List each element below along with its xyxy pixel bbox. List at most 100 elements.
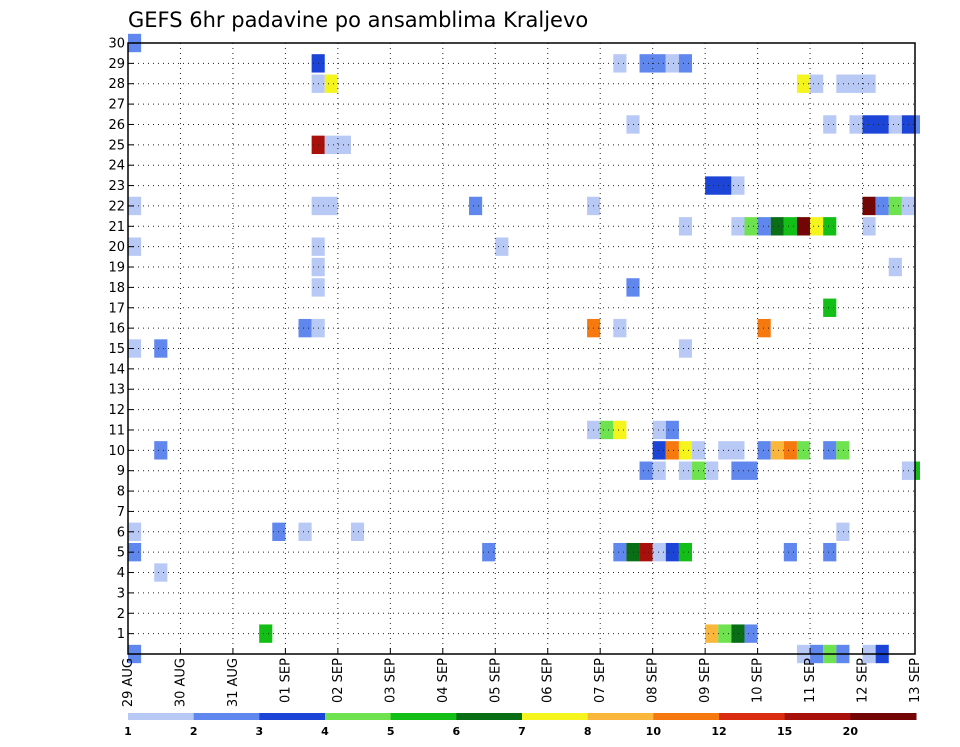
data-cell [600, 420, 614, 440]
chart-title: GEFS 6hr padavine po ansamblima Kraljevo [128, 8, 588, 32]
data-cell [154, 441, 168, 460]
y-tick-label: 22 [108, 199, 125, 214]
data-cell [915, 461, 920, 480]
colorbar-segment [325, 713, 392, 720]
data-cell [665, 420, 679, 440]
data-cell [613, 420, 627, 440]
y-tick-label: 30 [108, 37, 125, 52]
x-tick-label: 08 SEP [646, 658, 661, 703]
colorbar-segment [850, 713, 917, 720]
y-tick-label: 23 [108, 179, 125, 194]
y-tick-label: 7 [117, 505, 125, 520]
data-cell [810, 217, 824, 236]
y-tick-label: 4 [117, 566, 125, 581]
y-tick-label: 21 [108, 220, 125, 235]
x-tick-label: 12 SEP [856, 658, 871, 703]
data-cell [731, 624, 745, 643]
colorbar-label: 12 [711, 725, 726, 738]
data-cell [311, 196, 338, 216]
data-cell [128, 237, 142, 256]
y-tick-label: 11 [108, 423, 125, 438]
data-cell [665, 441, 679, 460]
data-cell [665, 54, 679, 73]
data-cell [757, 441, 771, 460]
x-tick-label: 11 SEP [803, 658, 818, 703]
y-tick-label: 3 [117, 586, 125, 601]
data-cell [823, 115, 837, 134]
colorbar-segment [784, 713, 851, 720]
y-tick-label: 19 [108, 261, 125, 276]
data-cell [665, 542, 679, 562]
x-axis: 29 AUG 30 AUG 31 AUG 01 SEP 02 SEP 03 SEP 04 S… [121, 648, 923, 707]
data-cell [678, 542, 693, 562]
data-cell [757, 318, 771, 338]
colorbar-segment [587, 713, 654, 720]
x-tick-label: 01 SEP [278, 658, 293, 703]
data-cell [731, 217, 745, 236]
data-cell [823, 298, 837, 317]
data-cell [888, 196, 902, 216]
data-cell [823, 441, 837, 460]
y-tick-label: 16 [108, 322, 125, 337]
y-tick-label: 18 [108, 281, 125, 296]
data-cell [652, 441, 666, 460]
colorbar-label: 15 [777, 725, 792, 738]
x-tick-label: 04 SEP [436, 658, 451, 703]
colorbar-segment [259, 713, 326, 720]
colorbar-label: 4 [321, 725, 329, 738]
data-cell [744, 217, 758, 236]
colorbar-label: 8 [584, 725, 592, 738]
data-cell [128, 542, 142, 562]
data-cell [469, 196, 483, 216]
colorbar-label: 5 [387, 725, 395, 738]
colorbar-segment [653, 713, 720, 720]
data-cell [324, 135, 351, 155]
data-cell [875, 196, 889, 216]
y-tick-label: 28 [108, 77, 125, 92]
data-cell [128, 196, 142, 216]
y-tick-label: 27 [108, 98, 125, 113]
data-cell [626, 278, 640, 297]
data-cell [678, 54, 693, 73]
colorbar-segment [128, 713, 195, 720]
data-cell [613, 318, 627, 338]
data-cell [731, 461, 758, 480]
x-tick-label: 07 SEP [593, 658, 608, 703]
y-tick-label: 20 [108, 240, 125, 255]
x-tick-label: 02 SEP [331, 658, 346, 703]
data-cell [705, 461, 719, 480]
colorbar-label: 10 [646, 725, 662, 738]
data-cell [718, 441, 745, 460]
data-cell [259, 624, 273, 643]
data-cell [626, 542, 640, 562]
y-tick-label: 25 [108, 138, 125, 153]
data-cell [495, 237, 509, 256]
data-cell [613, 542, 627, 562]
data-cell [731, 176, 745, 195]
data-cell [652, 420, 666, 440]
data-cell [718, 624, 732, 643]
colorbar-label: 6 [453, 725, 461, 738]
colorbar-segment [719, 713, 786, 720]
y-tick-label: 2 [117, 607, 125, 622]
y-tick-label: 6 [117, 525, 125, 540]
data-cell [783, 542, 797, 562]
data-cell [757, 217, 771, 236]
x-tick-label: 09 SEP [698, 658, 713, 703]
data-cell [639, 542, 653, 562]
data-cell [783, 441, 797, 460]
data-cell [823, 217, 837, 236]
colorbar-label: 7 [518, 725, 526, 738]
data-cell [639, 461, 653, 480]
colorbar-label: 3 [256, 725, 264, 738]
data-cell [678, 461, 693, 480]
y-tick-label: 14 [108, 362, 125, 377]
y-axis: 1234567891011121314151617181920212223242… [108, 37, 134, 642]
x-tick-label: 03 SEP [383, 658, 398, 703]
y-tick-label: 9 [117, 464, 125, 479]
y-tick-label: 29 [108, 57, 125, 72]
colorbar-segment [193, 713, 260, 720]
x-tick-label: 10 SEP [751, 658, 766, 703]
data-cell [783, 217, 797, 236]
